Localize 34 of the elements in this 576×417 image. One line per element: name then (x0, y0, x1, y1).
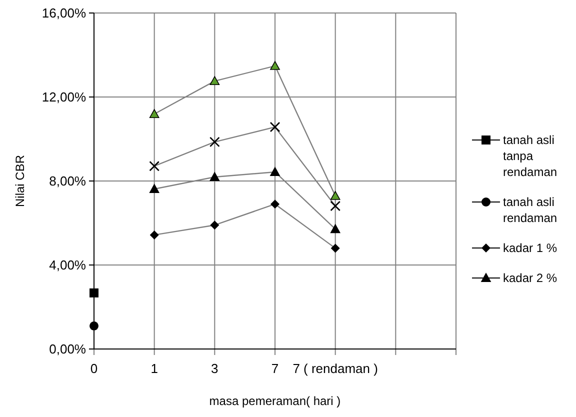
x-tick-label: 3 (211, 361, 218, 376)
x-tick-label: 1 (150, 361, 158, 376)
point (209, 136, 220, 148)
legend-label: kadar 2 % (503, 271, 558, 286)
point (270, 167, 280, 176)
y-tick-label: 16,00% (42, 6, 86, 21)
y-tick-label: 12,00% (42, 90, 86, 105)
point (150, 230, 159, 240)
point (210, 76, 220, 86)
y-tick-label: 8,00% (49, 174, 86, 189)
point (270, 61, 280, 70)
point (149, 160, 160, 172)
point (210, 172, 220, 182)
x-tick-label: 7 ( rendaman ) (292, 361, 378, 376)
point (330, 200, 341, 212)
point (149, 109, 160, 118)
point (90, 288, 98, 298)
point (330, 244, 340, 253)
point (330, 191, 340, 200)
point (330, 224, 340, 234)
x-tick-label: 7 (271, 361, 279, 376)
x-tick-label: 0 (90, 361, 98, 376)
point (270, 122, 280, 132)
point (90, 321, 98, 330)
point (270, 200, 280, 209)
y-tick-label: 0,00% (49, 342, 86, 357)
point (210, 220, 220, 230)
legend-label: tanah asli tanpa rendaman (503, 133, 558, 180)
point (149, 184, 160, 193)
x-axis-title: masa pemeraman( hari ) (209, 394, 341, 408)
y-axis-title: Nilai CBR (13, 154, 27, 208)
legend-label: tanah asli rendaman (503, 195, 558, 226)
legend-label: kadar 1 % (503, 241, 558, 256)
y-tick-label: 4,00% (49, 258, 86, 273)
